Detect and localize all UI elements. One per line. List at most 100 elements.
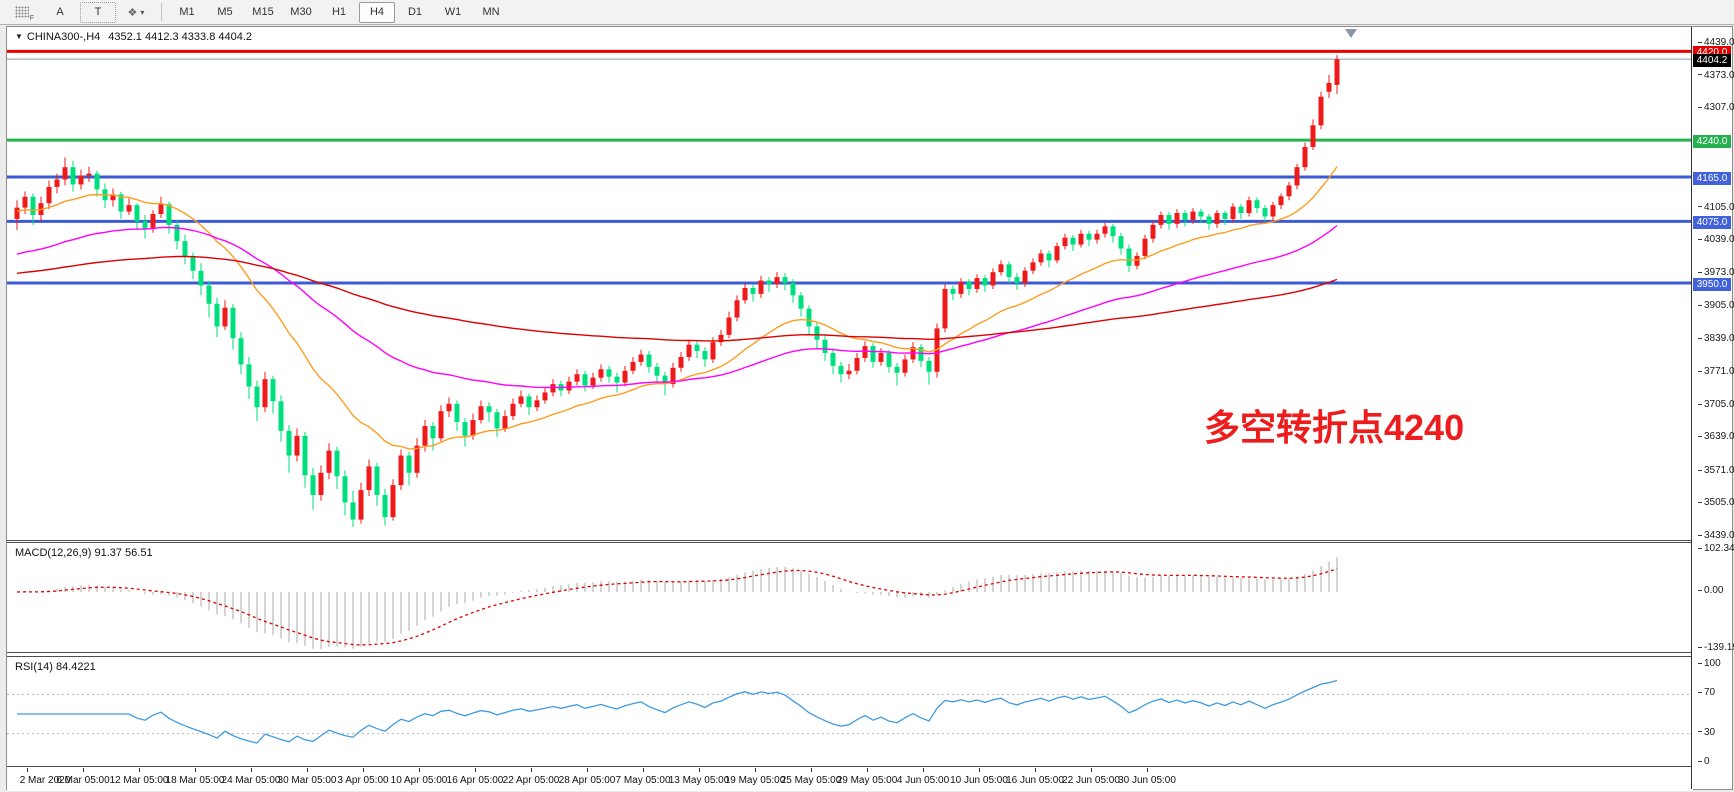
- time-axis[interactable]: 2 Mar 2020 6 Mar 05:00 12 Mar 05:00 18 Mar …: [7, 768, 1693, 791]
- price-tick-label: 3973.0: [1698, 267, 1734, 278]
- timeframe-button-h4[interactable]: H4: [359, 1, 395, 23]
- time-axis-label: 3 Apr 05:00: [337, 775, 389, 786]
- timeframe-group: M1 M5 M15 M30 H1 H4 D1 W1 MN: [169, 1, 509, 23]
- time-tick: [755, 768, 756, 772]
- timeframe-button-m30[interactable]: M30: [290, 6, 312, 18]
- candle-body: [134, 205, 140, 222]
- chart-title: ▼ CHINA300-,H4 4352.1 4412.3 4333.8 4404.2: [15, 31, 252, 43]
- candle-body: [206, 285, 212, 304]
- time-axis-label: 16 Jun 05:00: [1006, 775, 1064, 786]
- candle-body: [758, 280, 764, 294]
- top-toolbar: A T ❖ ▾ M1 M5 M15 M30 H1 H4 D1 W1 MN: [0, 0, 1734, 25]
- candle-body: [1238, 206, 1244, 214]
- price-tick-label: 3505.0: [1698, 497, 1734, 508]
- time-tick: [923, 768, 924, 772]
- candle-body: [246, 364, 252, 387]
- candle-body: [1006, 264, 1012, 278]
- candle-body: [598, 369, 604, 378]
- timeframe-button-mn[interactable]: MN: [482, 6, 500, 18]
- hline-price-label: 4075.0: [1693, 215, 1731, 229]
- timeframe-button-m1[interactable]: M1: [179, 6, 195, 18]
- candle-body: [230, 307, 236, 339]
- candle-body: [718, 334, 724, 343]
- candle-body: [510, 403, 516, 417]
- candle-body: [1030, 262, 1036, 271]
- candle-body: [198, 270, 204, 286]
- style-button[interactable]: ❖ ▾: [118, 2, 154, 23]
- candle-body: [238, 338, 244, 365]
- candle-body: [790, 283, 796, 296]
- macd-chart[interactable]: [7, 543, 1693, 652]
- chart-symbol: CHINA300-,H4: [26, 31, 101, 43]
- candle-body: [1038, 253, 1044, 263]
- rsi-chart[interactable]: [7, 657, 1693, 766]
- time-axis-label: 13 May 05:00: [668, 775, 730, 786]
- candle-body: [678, 356, 684, 368]
- timeframe-button-m5[interactable]: M5: [217, 6, 233, 18]
- cursor-a-button[interactable]: A: [56, 6, 64, 18]
- candle-body: [1094, 233, 1100, 240]
- candle-body: [166, 204, 172, 225]
- chart-shift-button[interactable]: [4, 2, 40, 23]
- candle-body: [1174, 213, 1180, 224]
- candle-body: [966, 282, 972, 289]
- macd-panel[interactable]: MACD(12,26,9) 91.37 56.51: [7, 542, 1693, 653]
- chevron-down-icon: ▾: [140, 7, 145, 17]
- time-axis-label: 18 Mar 05:00: [165, 775, 225, 786]
- candle-body: [1286, 185, 1292, 197]
- candle-body: [22, 196, 28, 208]
- candle-body: [350, 502, 356, 520]
- candle-body: [1150, 224, 1156, 239]
- macd-header: MACD(12,26,9) 91.37 56.51: [15, 547, 153, 559]
- candle-body: [302, 435, 308, 476]
- candle-body: [150, 214, 156, 229]
- time-tick: [27, 768, 28, 772]
- candle-body: [478, 406, 484, 421]
- candle-body: [366, 466, 372, 491]
- price-tick-label: 4039.0: [1698, 234, 1734, 245]
- candle-body: [942, 288, 948, 329]
- timeframe-button-w1[interactable]: W1: [444, 6, 462, 18]
- price-tick-label: 3571.0: [1698, 465, 1734, 476]
- candle-body: [1262, 208, 1268, 217]
- scroll-marker-icon[interactable]: [1345, 29, 1357, 38]
- time-tick: [867, 768, 868, 772]
- candle-body: [54, 179, 60, 187]
- price-tick-label: 3639.0: [1698, 431, 1734, 442]
- timeframe-button-m15[interactable]: M15: [252, 6, 274, 18]
- candle-body: [1166, 215, 1172, 224]
- candle-body: [1310, 125, 1316, 147]
- candle-body: [1214, 213, 1220, 224]
- candle-body: [454, 403, 460, 423]
- candle-body: [1070, 237, 1076, 245]
- candle-body: [886, 353, 892, 367]
- candle-body: [502, 416, 508, 429]
- rsi-axis-label: 30: [1698, 727, 1715, 738]
- candle-body: [110, 194, 116, 201]
- price-axis[interactable]: 4439.0 4373.0 4307.0 4105.0 4039.0 3973.0 3905…: [1691, 27, 1734, 789]
- candle-body: [958, 282, 964, 294]
- time-tick: [419, 768, 420, 772]
- chart-annotation-text: 多空转折点4240: [1204, 407, 1465, 448]
- candle-body: [742, 287, 748, 301]
- candle-body: [542, 392, 548, 401]
- time-axis-label: 2 Mar 2020: [19, 775, 71, 786]
- rsi-panel[interactable]: RSI(14) 84.4221: [7, 656, 1693, 767]
- candle-body: [390, 485, 396, 518]
- candle-body: [190, 255, 196, 271]
- candle-body: [982, 278, 988, 286]
- time-axis-label: 22 Jun 05:00: [1062, 775, 1120, 786]
- text-tool-button[interactable]: T: [80, 1, 116, 23]
- candlestick-chart[interactable]: [7, 27, 1693, 540]
- candle-body: [862, 346, 868, 358]
- current-price-label: 4404.2: [1693, 53, 1731, 67]
- timeframe-button-h1[interactable]: H1: [331, 6, 347, 18]
- timeframe-button-d1[interactable]: D1: [407, 6, 423, 18]
- time-tick: [139, 768, 140, 772]
- candle-body: [1022, 270, 1028, 284]
- price-chart-panel[interactable]: ▼ CHINA300-,H4 4352.1 4412.3 4333.8 4404.2…: [7, 27, 1693, 541]
- price-tick-label: 3905.0: [1698, 300, 1734, 311]
- candle-body: [422, 425, 428, 446]
- candle-body: [174, 224, 180, 242]
- candle-body: [262, 379, 268, 408]
